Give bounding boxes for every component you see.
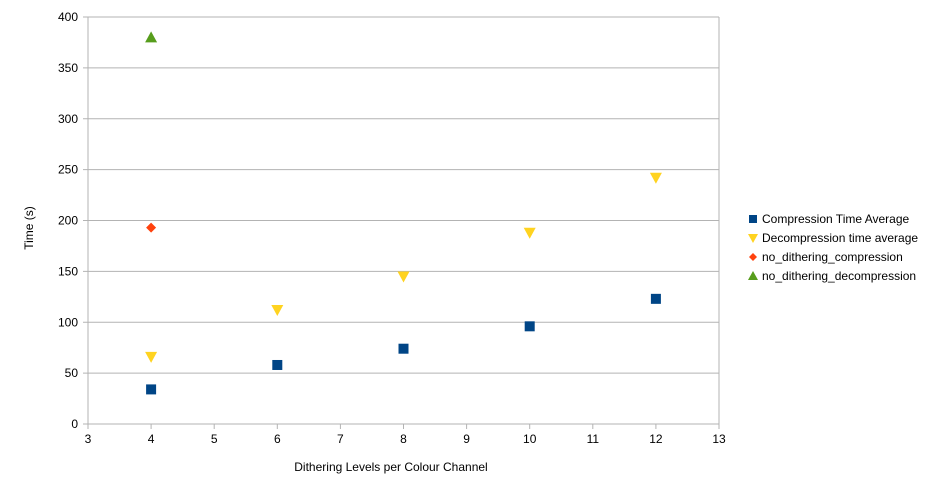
x-tick-label: 11	[587, 432, 600, 446]
data-point-series-1	[146, 384, 157, 395]
data-point-series-1	[650, 293, 661, 304]
y-tick-label: 0	[71, 417, 78, 431]
y-axis-title: Time (s)	[22, 206, 36, 250]
data-point-series-2	[397, 271, 410, 283]
grid-lines	[88, 16, 719, 425]
x-tick-label: 9	[463, 432, 470, 446]
data-point-series-2	[271, 305, 284, 317]
x-tick-label: 6	[274, 432, 281, 446]
y-tick-label: 350	[58, 61, 78, 75]
y-tick-label: 300	[58, 112, 78, 126]
legend: Compression Time Average Decompression ti…	[748, 212, 918, 283]
x-tick-label: 8	[400, 432, 407, 446]
legend-label-3: no_dithering_compression	[762, 250, 903, 264]
y-tick-label: 200	[58, 214, 78, 228]
data-point-series-1	[398, 343, 409, 354]
data-point-series-3	[146, 222, 157, 233]
legend-marker-1	[749, 215, 757, 223]
tick-labels: 0 50 100 150 200 250 300 350 400 3 4 5 6 7 8 9 10 11 12 13	[58, 10, 726, 446]
legend-marker-4	[748, 271, 758, 280]
y-tick-label: 150	[58, 264, 78, 278]
x-tick-label: 12	[649, 432, 663, 446]
x-tick-label: 4	[148, 432, 155, 446]
data-point-series-4	[145, 31, 158, 43]
legend-label-2: Decompression time average	[762, 231, 918, 245]
y-tick-label: 50	[65, 366, 79, 380]
x-tick-label: 13	[712, 432, 726, 446]
x-tick-label: 10	[523, 432, 537, 446]
x-axis-title: Dithering Levels per Colour Channel	[294, 460, 487, 474]
data-points	[145, 31, 662, 395]
y-tick-label: 250	[58, 163, 78, 177]
data-point-series-2	[523, 227, 536, 239]
legend-marker-2	[748, 234, 758, 243]
legend-marker-3	[749, 253, 757, 261]
y-tick-label: 100	[58, 315, 78, 329]
data-point-series-1	[524, 321, 535, 332]
legend-label-4: no_dithering_decompression	[762, 269, 916, 283]
x-tick-label: 7	[337, 432, 344, 446]
data-point-series-2	[649, 172, 662, 184]
y-tick-label: 400	[58, 10, 78, 24]
data-point-series-2	[145, 351, 158, 363]
data-point-series-1	[272, 359, 283, 370]
legend-label-1: Compression Time Average	[762, 212, 910, 226]
x-tick-label: 5	[211, 432, 218, 446]
x-tick-label: 3	[85, 432, 92, 446]
axes	[83, 16, 720, 429]
